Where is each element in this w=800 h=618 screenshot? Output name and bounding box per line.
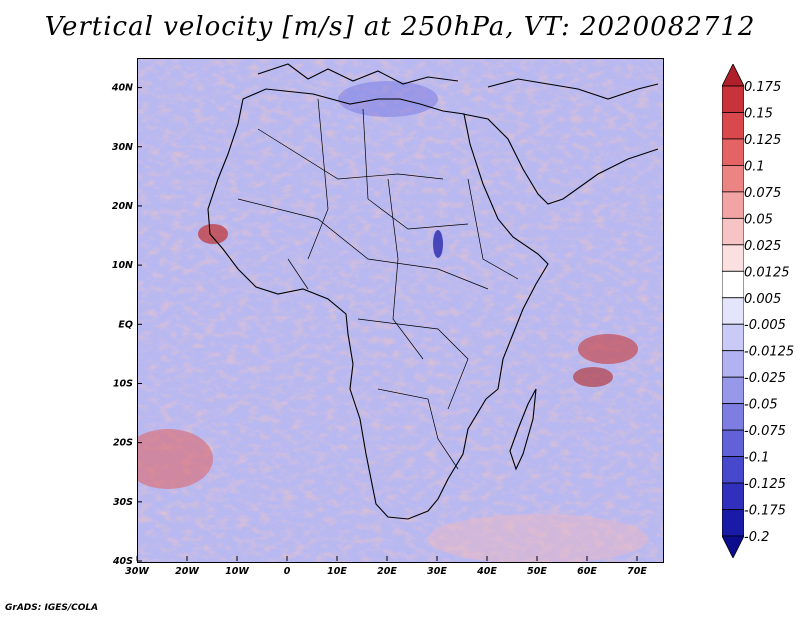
updraft-region-indian-ocean-2 — [573, 367, 613, 387]
colorbar-bin — [722, 456, 744, 484]
colorbar-bin — [722, 350, 744, 378]
colorbar-bin — [722, 323, 744, 352]
vertical-velocity-map — [137, 58, 664, 563]
colorbar-bin — [722, 112, 744, 140]
europe-coastline — [257, 63, 459, 85]
colorbar-level-label: 0.1 — [744, 159, 765, 174]
colorbar-min-triangle — [722, 535, 744, 558]
colorbar-bin — [722, 482, 744, 510]
colorbar-max-triangle — [722, 64, 744, 87]
y-tick-label: 20S — [113, 438, 133, 449]
colorbar — [722, 64, 744, 558]
africa-coastline — [207, 88, 549, 520]
colorbar-bin — [722, 138, 744, 166]
colorbar-level-label: 0.0125 — [744, 265, 790, 280]
colorbar-bin — [722, 85, 744, 113]
y-tick-label: 30S — [113, 497, 133, 508]
colorbar-bin — [722, 270, 744, 299]
country-borders — [237, 98, 519, 470]
colorbar-bin — [722, 509, 744, 537]
colorbar-level-label: 0.175 — [744, 80, 781, 95]
chart-title: Vertical velocity [m/s] at 250hPa, VT: 2… — [44, 12, 756, 42]
asia-coastline — [487, 78, 659, 100]
updraft-region-indian-ocean — [578, 334, 638, 364]
colorbar-level-label: -0.0125 — [744, 345, 794, 360]
colorbar-level-label: -0.025 — [744, 371, 786, 386]
colorbar-level-label: 0.075 — [744, 186, 781, 201]
field-texture — [138, 59, 663, 562]
colorbar-bin — [722, 244, 744, 272]
updraft-region-west-africa — [198, 224, 228, 244]
y-tick-label: 40S — [112, 556, 133, 567]
colorbar-bin — [722, 297, 744, 325]
x-tick-label: 20W — [175, 566, 199, 577]
colorbar-bin — [722, 429, 744, 457]
updraft-region-southern-ocean — [428, 514, 648, 562]
colorbar-level-label: 0.15 — [744, 106, 773, 121]
colorbar-level-label: 0.005 — [744, 292, 781, 307]
madagascar-coastline — [509, 388, 537, 471]
updraft-region-south-atlantic — [138, 429, 213, 489]
y-tick-label: 30N — [112, 142, 133, 153]
colorbar-level-label: -0.05 — [744, 398, 778, 413]
arabia-coastline — [462, 113, 659, 205]
colorbar-bin — [722, 191, 744, 219]
colorbar-level-label: -0.005 — [744, 318, 786, 333]
x-tick-label: 40E — [476, 566, 497, 577]
y-tick-label: 40N — [111, 83, 133, 94]
colorbar-bin — [722, 403, 744, 431]
colorbar-level-label: -0.075 — [744, 424, 786, 439]
colorbar-level-label: -0.175 — [744, 504, 786, 519]
x-tick-label: 70E — [627, 566, 647, 577]
y-tick-label: EQ — [118, 319, 133, 330]
x-tick-label: 10W — [225, 566, 249, 577]
colorbar-level-label: 0.125 — [744, 133, 781, 148]
coastlines — [207, 63, 659, 520]
colorbar-level-label: -0.1 — [744, 451, 769, 466]
y-tick-label: 10N — [112, 260, 133, 271]
colorbar-labels: 0.175 0.15 0.125 0.1 0.075 0.05 0.025 0.0125 0.0… — [744, 80, 794, 545]
colorbar-bin — [722, 165, 744, 193]
x-tick-label: 60E — [577, 566, 597, 577]
downdraft-region-sudan — [433, 230, 443, 258]
colorbar-level-label: -0.2 — [744, 530, 769, 545]
x-tick-label: 30W — [125, 566, 149, 577]
y-tick-label: 20N — [112, 201, 133, 212]
colorbar-bin — [722, 376, 744, 405]
x-tick-label: 0 — [284, 566, 291, 577]
x-tick-label: 10E — [327, 566, 347, 577]
y-tick-label: 10S — [113, 378, 133, 389]
colorbar-level-label: 0.05 — [744, 212, 773, 227]
x-tick-label: 30E — [427, 566, 447, 577]
colorbar-level-label: 0.025 — [744, 239, 781, 254]
colorbar-level-label: -0.125 — [744, 477, 786, 492]
x-tick-label: 50E — [527, 566, 547, 577]
colorbar-bin — [722, 217, 744, 246]
map-field — [138, 59, 663, 562]
footer-credit: GrADS: IGES/COLA — [5, 603, 99, 613]
x-tick-label: 20E — [377, 566, 397, 577]
